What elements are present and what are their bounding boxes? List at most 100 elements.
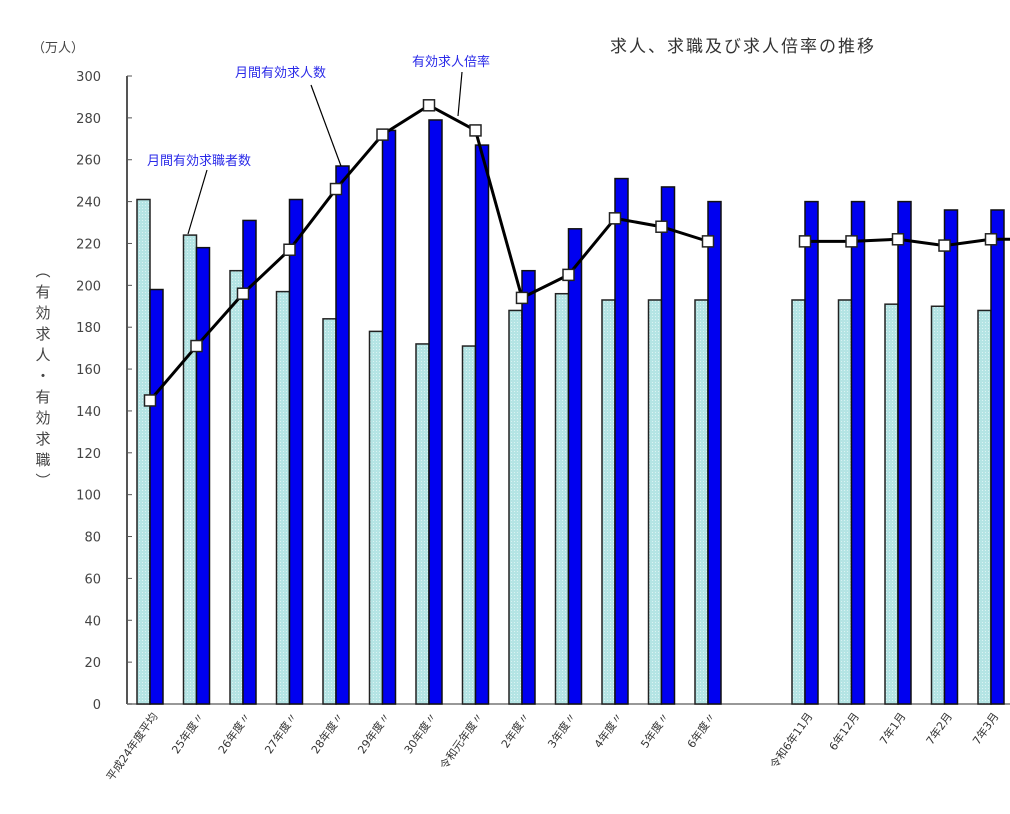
y-tick-label: 300 <box>76 70 101 85</box>
ratio-marker <box>376 128 389 141</box>
y-unit-label: （万人） <box>32 41 84 56</box>
bar-job-openings <box>335 165 350 705</box>
ratio-marker <box>798 235 812 248</box>
y-tick-label: 120 <box>76 447 101 462</box>
y-tick-label: 20 <box>84 656 101 671</box>
bar-job-openings <box>707 200 722 705</box>
bar-job-openings <box>660 186 676 705</box>
x-tick-label: 28年度〃 <box>308 710 346 757</box>
x-tick-label: 7年1月 <box>876 710 908 748</box>
bar-job-openings <box>614 177 629 705</box>
y-tick-label: 220 <box>76 237 101 252</box>
y-axis-title-char: 人 <box>35 346 50 364</box>
ratio-marker <box>562 268 575 282</box>
bar-job-openings <box>195 246 211 705</box>
x-axis-labels: 平成24年度平均 25年度〃 26年度〃 27年度〃 28年度〃 29年度〃 30年度〃令和… <box>103 710 1001 784</box>
x-tick-label: 6年12月 <box>826 710 862 753</box>
ratio-marker <box>655 220 668 233</box>
x-tick-label: 4年度〃 <box>591 710 625 751</box>
annotation-job-seekers: 月間有効求職者数 <box>147 154 251 169</box>
y-tick-label: 60 <box>84 572 101 587</box>
y-axis-title-char: 有 <box>35 388 50 406</box>
x-tick-label: 令和6年11月 <box>767 710 816 771</box>
y-axis-title-char: 求 <box>35 430 50 448</box>
x-tick-label: 3年度〃 <box>545 710 579 751</box>
y-axis-title: ︵有効求人・有効求職︶ <box>35 262 50 490</box>
ratio-marker <box>938 239 951 252</box>
x-tick-label: 令和元年度〃 <box>437 710 486 772</box>
bar-job-seekers <box>930 305 946 705</box>
ratio-marker <box>283 243 296 256</box>
bar-job-openings <box>381 129 397 705</box>
bar-job-seekers <box>182 234 198 705</box>
bar-job-openings <box>149 288 164 705</box>
bar-job-openings <box>943 209 959 705</box>
bar-job-seekers <box>554 292 570 705</box>
bar-job-seekers <box>791 299 806 705</box>
ratio-marker <box>701 235 715 248</box>
ratio-marker <box>143 394 157 407</box>
bar-job-openings <box>521 269 536 705</box>
series-annotations: 月間有効求職者数 月間有効求人数 有効求人倍率 <box>147 54 490 235</box>
bar-job-seekers <box>508 309 523 705</box>
bar-job-seekers <box>837 299 853 705</box>
y-axis-title-char: 効 <box>35 409 50 427</box>
y-tick-label: 240 <box>76 196 101 211</box>
bar-job-openings <box>567 228 583 705</box>
line-series-ratio <box>143 99 1010 407</box>
y-axis: 0 20 40 60 80 100 120 140 160 180 200 220 240 260 280 3… <box>76 70 1010 713</box>
bar-job-openings <box>288 198 304 705</box>
x-tick-label: 平成24年度平均 <box>103 710 160 784</box>
ratio-marker <box>515 291 529 305</box>
y-tick-label: 100 <box>76 489 101 504</box>
bar-job-openings <box>242 219 257 705</box>
ratio-marker <box>190 339 203 353</box>
ratio-marker <box>891 233 905 246</box>
bar-job-seekers <box>136 198 151 705</box>
y-axis-title-char: ・ <box>35 367 50 385</box>
x-tick-label: 30年度〃 <box>401 710 439 757</box>
bar-job-seekers <box>415 343 430 705</box>
bar-job-seekers <box>694 299 709 705</box>
x-tick-label: 7年2月 <box>923 710 955 748</box>
ratio-marker <box>845 235 858 248</box>
y-tick-label: 260 <box>76 154 101 169</box>
x-tick-label: 2年度〃 <box>498 710 532 751</box>
x-tick-label: 25年度〃 <box>169 710 207 757</box>
bar-job-openings <box>428 119 443 705</box>
y-tick-label: 280 <box>76 112 101 127</box>
ratio-marker <box>329 182 343 196</box>
bar-job-seekers <box>977 309 992 705</box>
y-tick-label: 40 <box>84 614 101 629</box>
bar-job-seekers <box>461 345 477 705</box>
bar-series <box>136 119 1005 705</box>
y-tick-label: 80 <box>84 531 101 546</box>
annotation-ratio: 有効求人倍率 <box>412 54 490 70</box>
x-tick-label: 27年度〃 <box>262 710 300 757</box>
x-tick-label: 29年度〃 <box>355 710 393 757</box>
bar-job-seekers <box>368 330 384 705</box>
y-axis-title-char: ︵ <box>35 262 50 280</box>
bar-job-seekers <box>322 318 337 705</box>
y-tick-label: 140 <box>76 405 101 420</box>
y-axis-title-char: ︶ <box>35 472 50 490</box>
annotation-job-openings: 月間有効求人数 <box>235 66 326 81</box>
bar-job-seekers <box>601 299 616 705</box>
ratio-marker <box>984 233 998 246</box>
bar-job-openings <box>474 144 490 705</box>
bar-job-seekers <box>275 290 291 705</box>
x-tick-label: 5年度〃 <box>638 710 672 751</box>
ratio-marker <box>608 212 622 225</box>
bar-job-seekers <box>229 269 244 705</box>
x-tick-label: 26年度〃 <box>215 710 253 757</box>
y-axis-title-char: 求 <box>35 325 50 343</box>
y-axis-title-char: 職 <box>35 451 50 469</box>
ratio-marker <box>422 99 436 112</box>
bar-job-openings <box>990 209 1005 705</box>
y-tick-label: 0 <box>93 698 101 713</box>
chart-title: 求人、求職及び求人倍率の推移 <box>610 37 876 57</box>
bar-job-openings <box>850 200 866 705</box>
ratio-marker <box>236 287 250 300</box>
bar-job-seekers <box>647 299 663 705</box>
